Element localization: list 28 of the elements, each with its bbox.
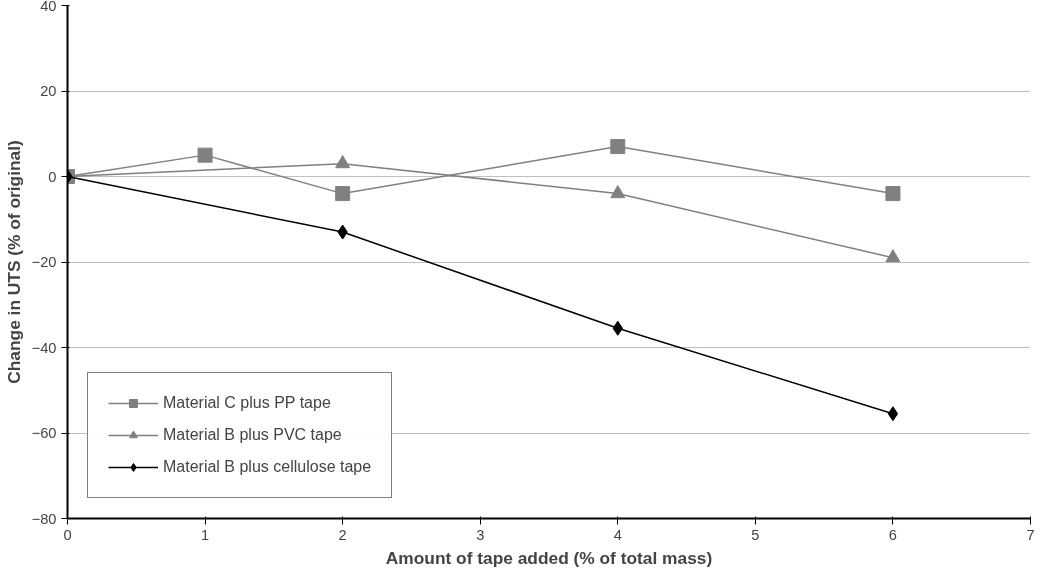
y-tick-label: −80: [31, 510, 57, 527]
point: [610, 185, 626, 199]
point: [885, 186, 901, 202]
y-tick-label: 40: [40, 0, 57, 14]
x-tick-label: 3: [476, 526, 485, 543]
y-tick-label: −40: [31, 339, 57, 356]
y-tick-label: 0: [48, 168, 57, 185]
x-tick-label: 2: [338, 526, 347, 543]
x-tick-label: 6: [888, 526, 898, 543]
x-tick-label: 7: [1026, 526, 1035, 543]
x-tick-label: 1: [201, 526, 210, 543]
point: [197, 147, 213, 163]
point: [610, 139, 626, 155]
x-tick-label: 0: [63, 526, 72, 543]
y-tick-label: −20: [31, 254, 57, 270]
y-tick-label: 20: [40, 83, 57, 99]
point: [885, 249, 901, 263]
x-tick-label: 5: [751, 526, 760, 543]
point: [887, 406, 899, 422]
y-axis-title: Change in UTS (% of original): [3, 140, 24, 384]
x-axis-title: Amount of tape added (% of total mass): [385, 547, 713, 568]
x-tick-label: 4: [613, 526, 622, 543]
point: [335, 155, 351, 169]
y-tick-label: −60: [31, 425, 57, 441]
legend-label: Material B plus cellulose tape: [163, 458, 372, 476]
legend-label: Material C plus PP tape: [163, 394, 331, 412]
point: [335, 186, 351, 202]
legend-label: Material B plus PVC tape: [163, 426, 342, 444]
